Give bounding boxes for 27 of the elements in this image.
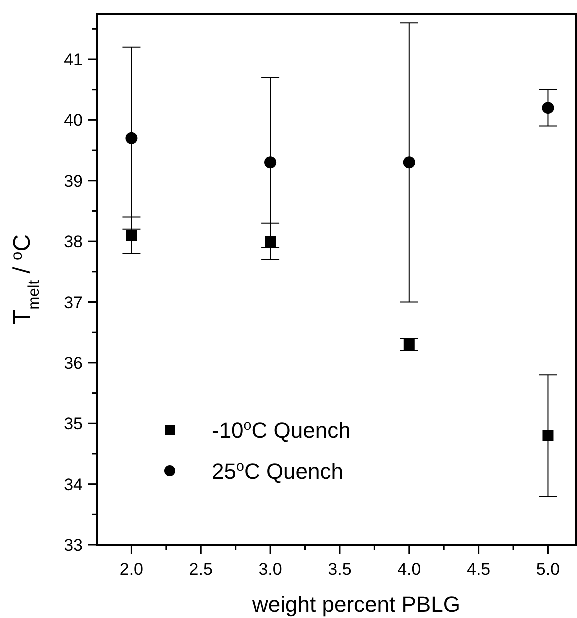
point [265, 236, 276, 248]
x-tick-label: 3.0 [258, 560, 282, 579]
y-tick-label: 36 [64, 354, 83, 373]
y-tick-label: 40 [64, 111, 83, 130]
y-tick-label: 38 [64, 232, 83, 252]
point [264, 156, 277, 169]
y-tick-label: 35 [64, 414, 83, 434]
x-axis-title: weight percent PBLG [252, 592, 460, 617]
point [542, 102, 554, 114]
x-tick-label: 2.5 [189, 560, 213, 579]
x-tick-label: 3.5 [328, 560, 352, 579]
point [542, 430, 554, 442]
point [126, 132, 138, 144]
x-tick-label: 4.0 [398, 560, 422, 579]
point [403, 156, 416, 169]
y-tick-label: 39 [64, 172, 83, 191]
point [404, 339, 415, 350]
legend-label: -10$^{o}$C Quench [212, 418, 351, 443]
y-tick-label: 33 [64, 536, 83, 555]
y-tick-label: 37 [64, 293, 83, 312]
point [126, 230, 138, 242]
x-tick-label: 2.0 [120, 560, 144, 579]
y-tick-label: 41 [64, 50, 83, 70]
y-tick-label: 34 [64, 475, 83, 494]
x-tick-label: 5.0 [536, 560, 560, 579]
legend-label: 25$^{o}$C Quench [212, 459, 344, 484]
x-tick-label: 4.5 [466, 560, 491, 579]
